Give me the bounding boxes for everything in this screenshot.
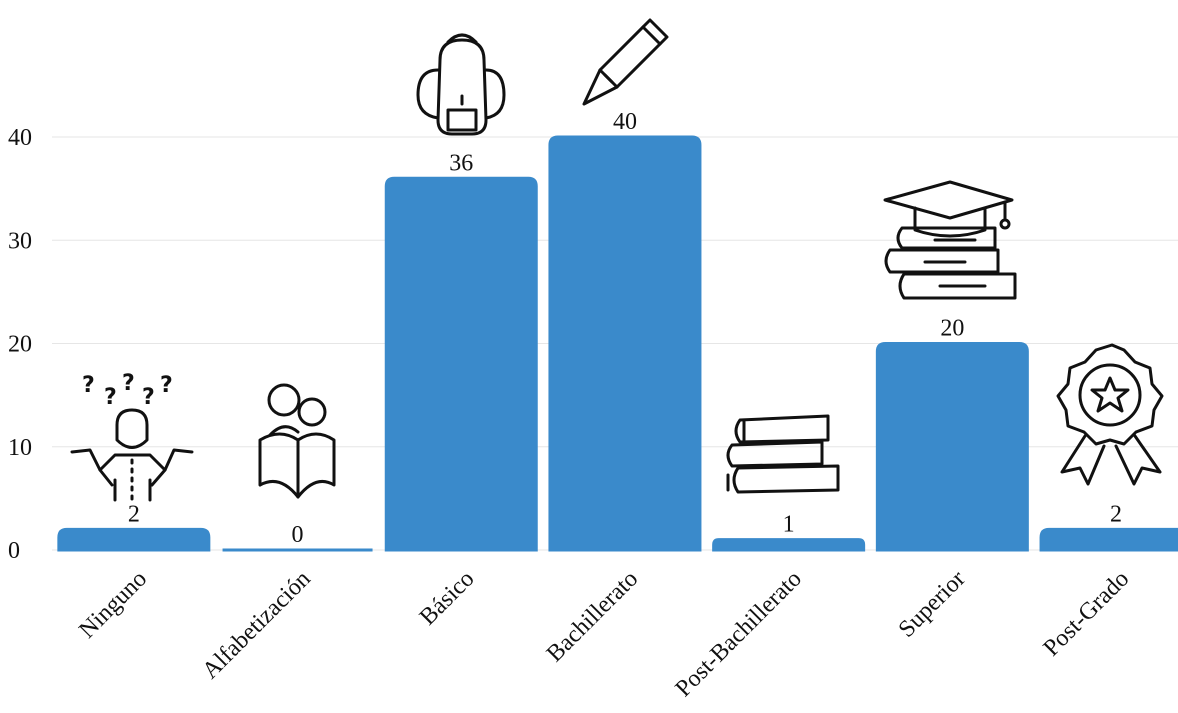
svg-text:?: ? [122, 371, 135, 396]
x-tick-label: Superior [894, 566, 971, 643]
icon-pencil [582, 18, 669, 106]
icon-books [726, 414, 840, 494]
bar [1039, 527, 1178, 552]
y-tick-label: 20 [8, 332, 32, 358]
icon-award [1056, 343, 1164, 486]
y-tick-label: 0 [8, 538, 20, 564]
x-tick-label: Ninguno [74, 566, 152, 644]
x-tick-label: Bachillerato [542, 566, 643, 667]
svg-text:?: ? [104, 385, 117, 410]
value-label: 0 [292, 522, 304, 548]
bar [384, 176, 538, 552]
value-label: 36 [449, 150, 473, 176]
svg-text:?: ? [160, 373, 173, 398]
value-label: 2 [128, 501, 140, 527]
value-label: 1 [783, 512, 795, 538]
value-label: 2 [1110, 501, 1122, 527]
svg-text:?: ? [82, 373, 95, 398]
value-label: 40 [613, 109, 637, 135]
icon-confused: ? ? ? ? ? [70, 371, 194, 502]
icons: ? ? ? ? ? [70, 18, 1164, 502]
x-tick-label: Post-Bachillerato [671, 566, 807, 702]
bar [57, 527, 211, 552]
bar [712, 538, 866, 552]
bar [548, 135, 702, 552]
icon-backpack [416, 33, 506, 136]
x-tick-label: Básico [415, 566, 480, 631]
x-tick-label: Alfabetización [198, 566, 316, 684]
y-tick-label: 40 [8, 125, 32, 151]
value-label: 20 [940, 316, 964, 342]
icon-reader [258, 383, 336, 499]
icon-graduation [883, 180, 1017, 300]
bar [875, 342, 1029, 552]
svg-text:?: ? [142, 385, 155, 410]
x-tick-label: Post-Grado [1039, 566, 1135, 662]
y-tick-label: 30 [8, 228, 32, 254]
y-tick-label: 10 [8, 435, 32, 461]
